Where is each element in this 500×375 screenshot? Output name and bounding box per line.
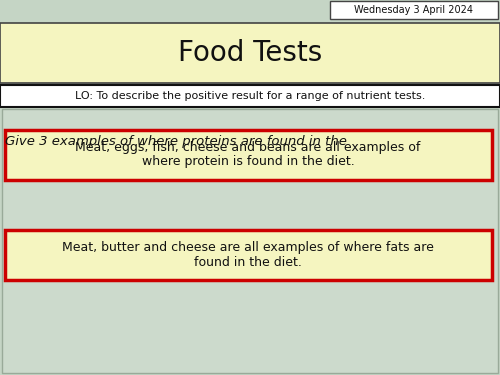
Text: Meat, eggs, fish, cheese and beans are all examples of: Meat, eggs, fish, cheese and beans are a… (76, 141, 420, 154)
Text: Wednesday 3 April 2024: Wednesday 3 April 2024 (354, 5, 474, 15)
FancyBboxPatch shape (5, 130, 492, 180)
FancyBboxPatch shape (2, 109, 498, 373)
Text: Meat, butter and cheese are all examples of where fats are: Meat, butter and cheese are all examples… (62, 242, 434, 255)
Text: Give 3 examples of where proteins are found in the: Give 3 examples of where proteins are fo… (5, 135, 347, 148)
FancyBboxPatch shape (0, 85, 500, 107)
FancyBboxPatch shape (5, 230, 492, 280)
Text: found in the diet.: found in the diet. (194, 255, 302, 268)
Text: Food Tests: Food Tests (178, 39, 322, 67)
FancyBboxPatch shape (0, 23, 500, 83)
Text: LO: To describe the positive result for a range of nutrient tests.: LO: To describe the positive result for … (75, 91, 425, 101)
FancyBboxPatch shape (330, 1, 498, 19)
Text: where protein is found in the diet.: where protein is found in the diet. (142, 156, 354, 168)
